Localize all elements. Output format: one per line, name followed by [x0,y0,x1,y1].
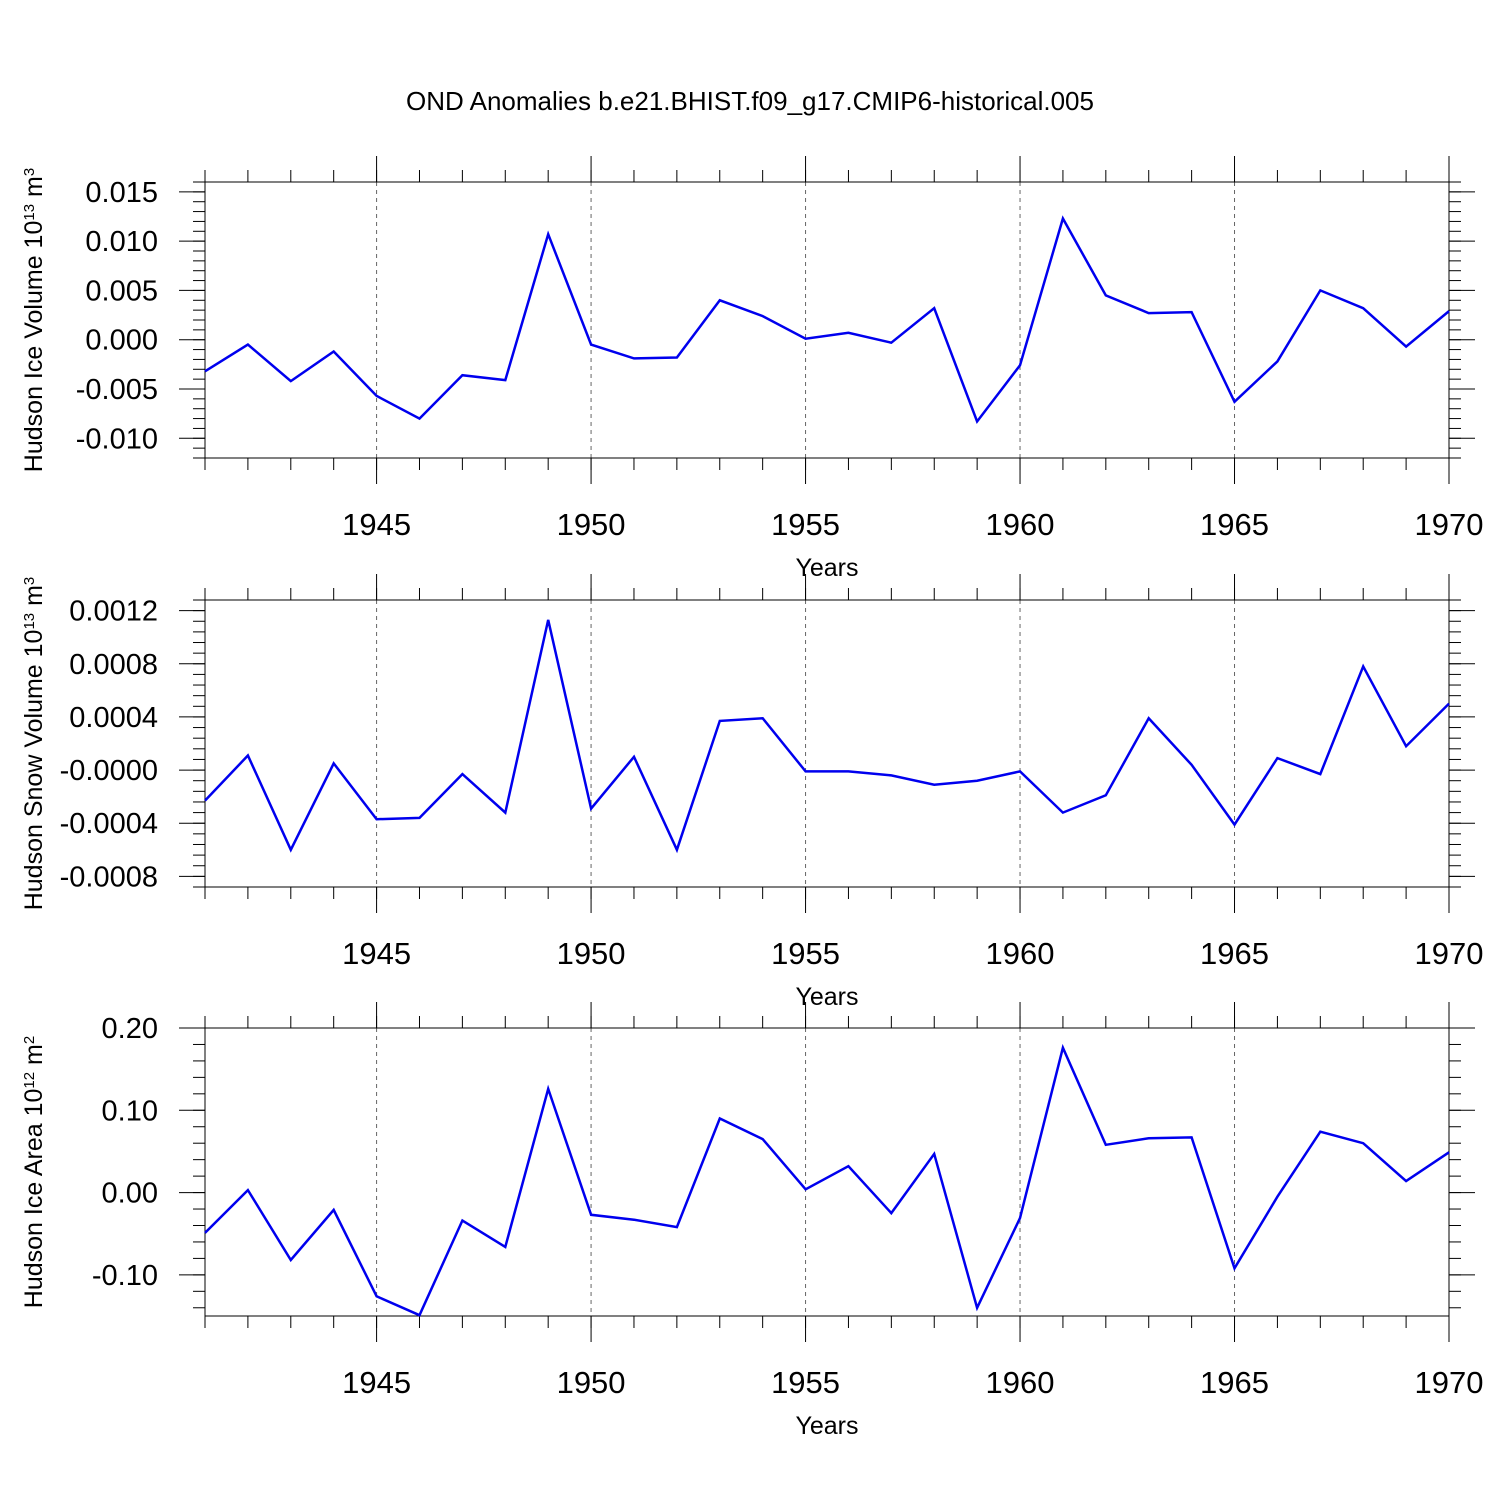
y-tick-label: 0.010 [85,226,158,258]
y-tick-label: -0.010 [76,423,158,455]
x-tick-label: 1970 [1415,936,1484,971]
y-tick-label: -0.0004 [60,808,158,840]
y-axis-label: Hudson Snow Volume 1013 m3 [20,577,48,911]
x-tick-label: 1945 [342,507,411,542]
y-tick-label: -0.10 [92,1260,158,1292]
y-axis-label-superscript: 13 [21,204,38,221]
y-tick-label: 0.015 [85,177,158,209]
x-tick-label: 1970 [1415,1365,1484,1400]
y-axis-label-part: m [20,585,48,613]
series-line [204,215,1450,425]
x-axis-label: Years [795,1412,858,1440]
x-tick-label: 1945 [342,936,411,971]
x-tick-label: 1955 [771,507,840,542]
x-tick-label: 1950 [557,936,626,971]
panels: 1945 1950 1955 1960 1965 1970 -0.010 -0.005 0.00… [20,156,1483,1440]
x-tick-label: 1950 [557,507,626,542]
y-tick-label: 0.0008 [69,649,158,681]
series-line [204,1043,1450,1317]
x-axis-label: Years [795,554,858,582]
y-tick-label: 0.0012 [69,596,158,628]
x-axis-label: Years [795,983,858,1011]
series-line [204,619,1450,854]
plot-frame [204,1027,1450,1317]
y-tick-label: 0.0004 [69,702,158,734]
y-axis-label-superscript: 12 [21,1072,38,1089]
x-tick-label: 1965 [1200,507,1269,542]
y-axis-label-superscript: 2 [21,1036,38,1044]
y-tick-label: -0.0000 [60,755,158,787]
y-axis-label-part: Hudson Snow Volume 10 [20,630,48,911]
y-axis-label: Hudson Ice Volume 1013 m3 [20,168,48,472]
x-tick-label: 1955 [771,936,840,971]
x-tick-label: 1945 [342,1365,411,1400]
chart-title: OND Anomalies b.e21.BHIST.f09_g17.CMIP6-… [406,86,1094,116]
plot-frame [204,599,1450,888]
x-tick-label: 1950 [557,1365,626,1400]
y-tick-label: 0.00 [102,1178,158,1210]
y-axis-label-superscript: 3 [21,577,38,585]
y-tick-label: 0.20 [102,1013,158,1045]
y-axis-label-part: m [20,176,48,204]
x-tick-label: 1955 [771,1365,840,1400]
x-tick-label: 1970 [1415,507,1484,542]
y-axis-label-superscript: 13 [21,613,38,630]
y-tick-label: 0.000 [85,325,158,357]
panel-3: 1945 1950 1955 1960 1965 1970 -0.10 0.00 0.10 0.2… [20,1002,1483,1440]
panel-2: 1945 1950 1955 1960 1965 1970 -0.0008 -0.0004 -0… [20,574,1483,1011]
y-tick-label: 0.005 [85,275,158,307]
y-axis-label-part: Hudson Ice Area 10 [20,1089,48,1309]
y-tick-label: -0.0008 [60,861,158,893]
x-tick-label: 1965 [1200,1365,1269,1400]
plot-frame [204,181,1450,459]
y-axis-label-part: m [20,1044,48,1072]
x-tick-label: 1960 [986,1365,1055,1400]
y-axis-label-part: Hudson Ice Volume 10 [20,221,48,473]
panel-1: 1945 1950 1955 1960 1965 1970 -0.010 -0.005 0.00… [20,156,1483,582]
x-tick-label: 1960 [986,936,1055,971]
y-tick-label: -0.005 [76,374,158,406]
y-axis-label-superscript: 3 [21,168,38,176]
x-tick-label: 1960 [986,507,1055,542]
y-tick-label: 0.10 [102,1095,158,1127]
y-axis-label: Hudson Ice Area 1012 m2 [20,1036,48,1308]
x-tick-label: 1965 [1200,936,1269,971]
